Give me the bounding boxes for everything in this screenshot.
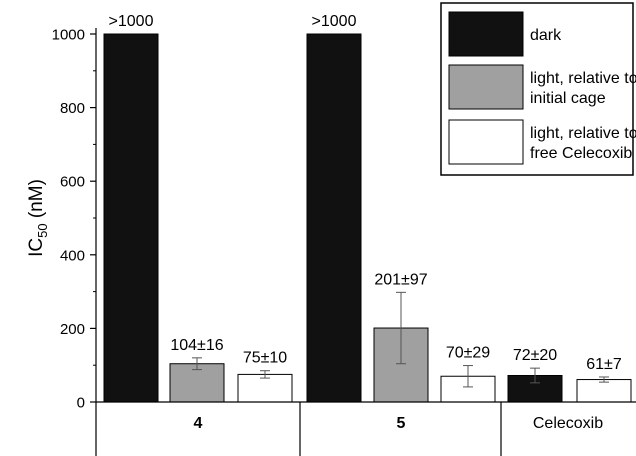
bar-value-label: 104±16 — [170, 337, 223, 354]
legend-swatch-2 — [448, 119, 524, 165]
bars-layer: >1000 104±16 75±10 >1000 201±97 70±29 72±20 61±… — [103, 13, 632, 403]
y-axis-title: IC50 (nM) — [26, 179, 50, 257]
legend-label-1-line1: light, relative to — [530, 70, 636, 87]
y-tick-label: 400 — [60, 247, 85, 264]
bar-value-label: 70±29 — [446, 345, 490, 362]
axes-layer: 0 200 400 600 800 1000 4 5 Celecoxib IC50 (nM) — [26, 27, 636, 456]
bar-value-label: 201±97 — [374, 271, 427, 288]
bar-value-label: 61±7 — [586, 356, 622, 373]
y-tick-label: 1000 — [52, 27, 85, 44]
bar-value-label: >1000 — [109, 13, 154, 30]
legend-swatch-1 — [448, 64, 524, 110]
bar-celecoxib-7 — [576, 379, 632, 403]
bar-value-label: >1000 — [312, 13, 357, 30]
group-label-4: 4 — [194, 415, 203, 432]
bar-4-0 — [103, 33, 159, 403]
legend-label-2-line1: light, relative to — [530, 125, 636, 142]
bar-5-3 — [306, 33, 362, 403]
bar-4-2 — [237, 373, 293, 403]
legend: dark light, relative to initial cage light,… — [440, 2, 636, 176]
group-label-5: 5 — [397, 415, 406, 432]
y-tick-label: 0 — [77, 395, 85, 412]
bar-value-label: 72±20 — [513, 347, 557, 364]
bar-value-label: 75±10 — [243, 350, 287, 367]
y-tick-label: 800 — [60, 100, 85, 117]
legend-label-2-line2: free Celecoxib — [530, 145, 632, 162]
group-label-celecoxib: Celecoxib — [533, 415, 603, 432]
y-tick-label: 600 — [60, 174, 85, 191]
y-tick-label: 200 — [60, 321, 85, 338]
legend-label-0: dark — [530, 27, 562, 44]
legend-swatch-0 — [448, 11, 524, 57]
legend-label-1-line2: initial cage — [530, 90, 606, 107]
